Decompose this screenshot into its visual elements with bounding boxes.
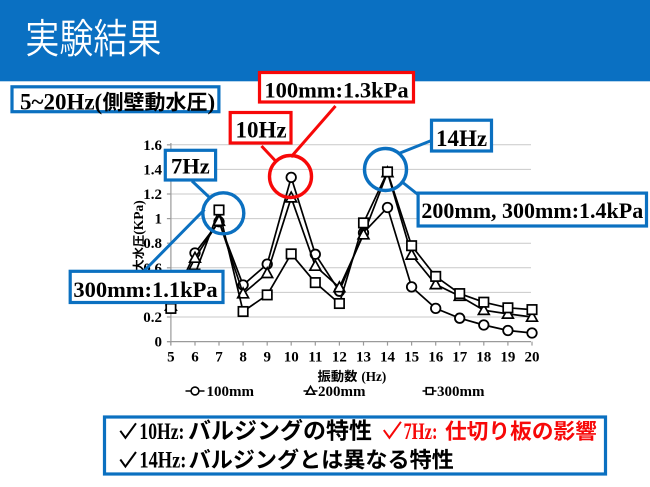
svg-text:100mm: 100mm <box>207 384 255 400</box>
svg-text:7Hz: 7Hz <box>171 153 210 178</box>
svg-text:0.8: 0.8 <box>143 236 162 252</box>
svg-text:1: 1 <box>155 212 163 228</box>
svg-text:15: 15 <box>404 350 419 366</box>
svg-text:9: 9 <box>263 350 271 366</box>
svg-text:0: 0 <box>155 335 163 351</box>
svg-text:7Hz:: 7Hz: <box>404 419 438 445</box>
svg-text:17: 17 <box>452 350 468 366</box>
svg-text:12: 12 <box>332 350 347 366</box>
svg-text:20: 20 <box>525 350 540 366</box>
svg-text:10Hz: 10Hz <box>235 118 286 143</box>
svg-text:0.2: 0.2 <box>143 310 162 326</box>
svg-text:18: 18 <box>476 350 491 366</box>
svg-text:1.6: 1.6 <box>143 138 162 154</box>
svg-text:16: 16 <box>428 350 444 366</box>
svg-text:8: 8 <box>239 350 247 366</box>
svg-text:13: 13 <box>356 350 371 366</box>
svg-text:10Hz:: 10Hz: <box>139 419 184 445</box>
svg-text:200mm: 200mm <box>318 384 366 400</box>
svg-text:6: 6 <box>191 350 199 366</box>
svg-text:7: 7 <box>215 350 223 366</box>
svg-text:5: 5 <box>167 350 175 366</box>
svg-text:): ) <box>208 90 216 115</box>
svg-text:19: 19 <box>500 350 515 366</box>
svg-text:300mm:1.1kPa: 300mm:1.1kPa <box>73 277 217 302</box>
svg-text:1.2: 1.2 <box>143 187 162 203</box>
svg-text:11: 11 <box>308 350 322 366</box>
svg-text:5~20Hz(: 5~20Hz( <box>20 90 102 115</box>
svg-text:14Hz: 14Hz <box>436 126 487 151</box>
svg-text:14Hz:: 14Hz: <box>139 448 186 474</box>
svg-text:(Hz): (Hz) <box>361 369 386 384</box>
svg-text:(KPa): (KPa) <box>131 200 146 235</box>
svg-text:14: 14 <box>380 350 396 366</box>
svg-text:10: 10 <box>284 350 299 366</box>
svg-text:1.4: 1.4 <box>143 162 162 178</box>
svg-text:100mm:1.3kPa: 100mm:1.3kPa <box>264 78 408 103</box>
svg-text:200mm, 300mm:1.4kPa: 200mm, 300mm:1.4kPa <box>421 198 643 223</box>
svg-text:300mm: 300mm <box>437 384 485 400</box>
